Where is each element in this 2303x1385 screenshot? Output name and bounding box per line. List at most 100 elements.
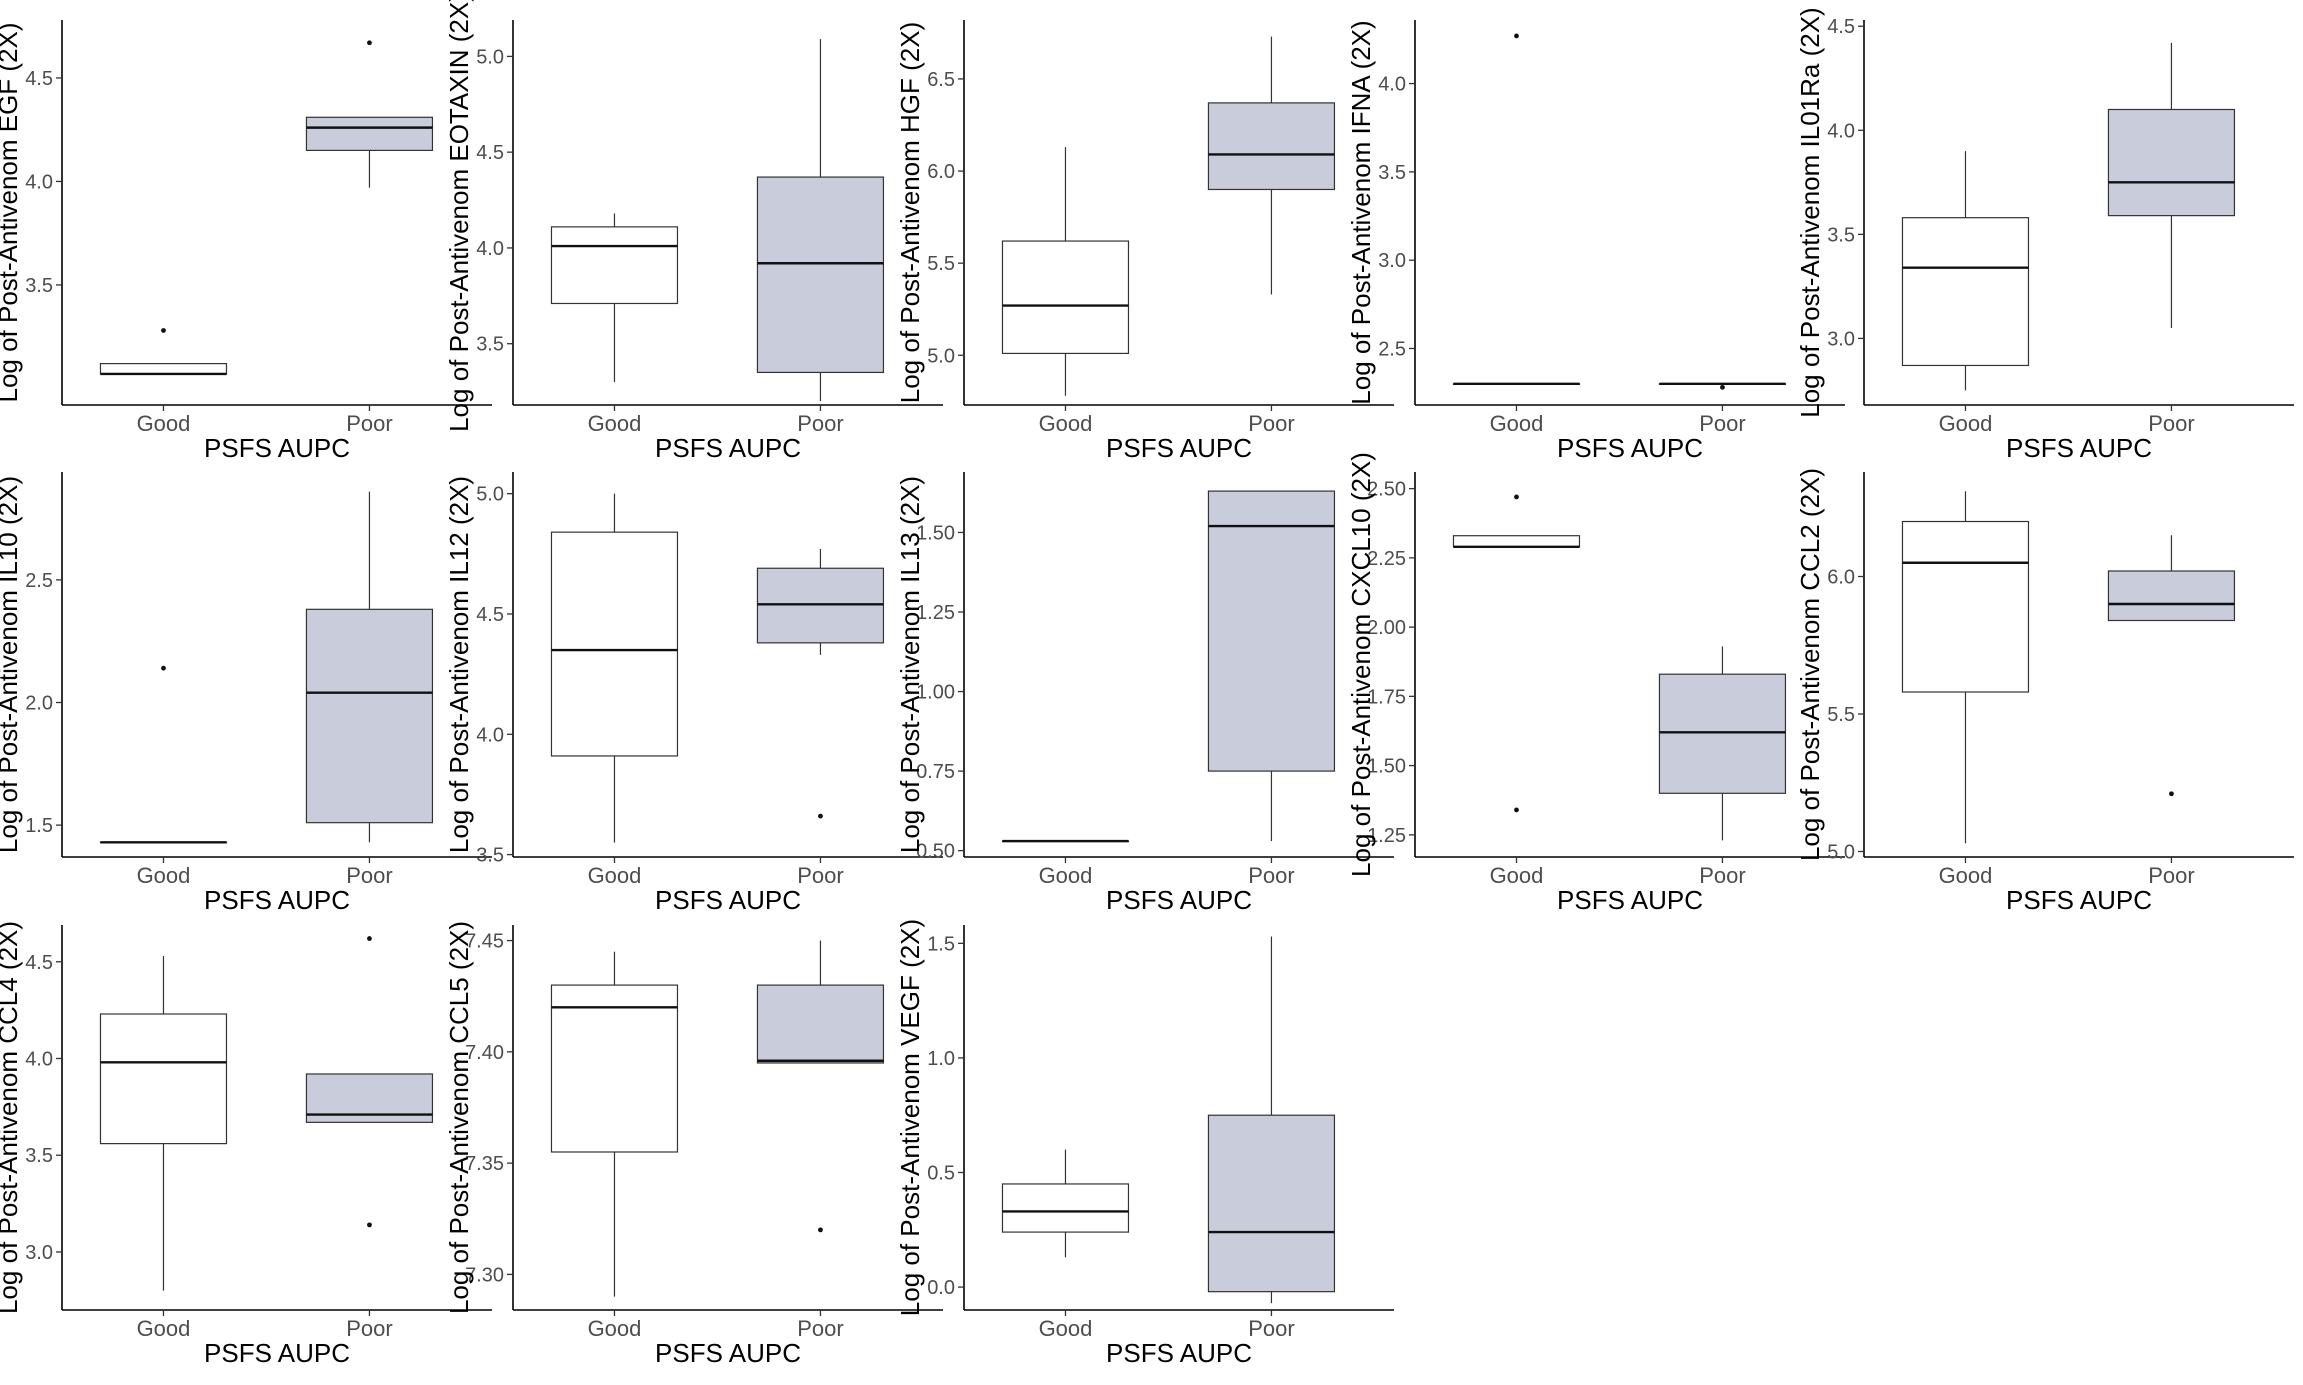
y-tick-label: 4.5 [25, 952, 53, 974]
y-tick-label: 4.0 [476, 238, 504, 260]
y-tick-label: 3.5 [25, 275, 53, 297]
y-axis-title: Log of Post-Antivenom IL01Ra (2X) [1795, 7, 1825, 417]
y-tick-label: 5.5 [927, 253, 955, 275]
y-tick-label: 1.50 [916, 522, 955, 544]
iqr-box [1001, 240, 1130, 355]
iqr-box [1207, 1114, 1336, 1293]
x-axis-title: PSFS AUPC [204, 433, 350, 463]
x-axis-title: PSFS AUPC [2006, 885, 2152, 915]
x-tick-label: Poor [346, 1316, 392, 1341]
x-axis-title: PSFS AUPC [1106, 1338, 1252, 1368]
y-axis-title: Log of Post-Antivenom EOTAXIN (2X) [444, 0, 474, 432]
outlier-point [818, 1227, 823, 1233]
iqr-box [1001, 1183, 1130, 1233]
y-tick-label: 2.25 [1367, 548, 1406, 570]
x-tick-label: Good [1039, 863, 1093, 888]
iqr-box [2107, 108, 2236, 217]
y-tick-label: 3.5 [1827, 224, 1855, 246]
iqr-box [1901, 217, 2030, 367]
y-tick-label: 4.0 [1827, 120, 1855, 142]
y-tick-label: 6.5 [927, 69, 955, 91]
outlier-point [161, 665, 166, 671]
y-tick-label: 6.0 [927, 161, 955, 183]
outlier-point [1720, 384, 1725, 390]
iqr-box [305, 608, 434, 824]
x-tick-label: Poor [1699, 863, 1745, 888]
x-axis-title: PSFS AUPC [2006, 433, 2152, 463]
y-tick-label: 3.5 [476, 845, 504, 867]
outlier-point [1514, 807, 1519, 813]
iqr-box [99, 363, 228, 375]
x-axis-title: PSFS AUPC [1557, 885, 1703, 915]
y-tick-label: 1.50 [1367, 756, 1406, 778]
y-tick-label: 2.50 [1367, 479, 1406, 501]
iqr-box [99, 1013, 228, 1145]
outlier-point [367, 936, 372, 941]
x-tick-label: Poor [797, 411, 843, 436]
x-tick-label: Good [1039, 411, 1093, 436]
y-tick-label: 4.5 [25, 68, 53, 90]
outlier-point [1514, 494, 1519, 500]
x-axis-title: PSFS AUPC [1557, 433, 1703, 463]
iqr-box [1207, 490, 1336, 772]
x-axis-title: PSFS AUPC [1106, 433, 1252, 463]
iqr-box [1452, 535, 1581, 548]
outlier-point [367, 40, 372, 46]
x-tick-label: Poor [1248, 1316, 1294, 1341]
y-tick-label: 5.0 [927, 345, 955, 367]
x-axis-title: PSFS AUPC [655, 885, 801, 915]
y-tick-label: 1.75 [1367, 686, 1406, 708]
x-axis-title: PSFS AUPC [204, 1338, 350, 1368]
x-tick-label: Good [1939, 411, 1993, 436]
y-tick-label: 5.0 [476, 46, 504, 68]
iqr-box [550, 531, 679, 757]
y-tick-label: 0.5 [927, 1163, 955, 1185]
x-tick-label: Good [588, 411, 642, 436]
iqr-box [1658, 673, 1787, 794]
x-tick-label: Poor [797, 1316, 843, 1341]
outlier-point [2169, 791, 2174, 797]
y-tick-label: 4.5 [476, 142, 504, 164]
y-tick-label: 1.25 [916, 602, 955, 624]
y-tick-label: 5.5 [1827, 704, 1855, 726]
y-tick-label: 0.75 [916, 761, 955, 783]
y-axis-title: Log of Post-Antivenom IL12 (2X) [444, 476, 474, 853]
x-axis-title: PSFS AUPC [1106, 885, 1252, 915]
y-axis-title: Log of Post-Antivenom IL13 (2X) [895, 476, 925, 853]
outlier-point [1514, 33, 1519, 39]
y-tick-label: 4.0 [25, 171, 53, 193]
outlier-point [818, 813, 823, 819]
y-tick-label: 1.25 [1367, 825, 1406, 847]
iqr-box [756, 176, 885, 374]
y-tick-label: 1.5 [927, 933, 955, 955]
iqr-box [2107, 570, 2236, 622]
x-tick-label: Poor [1248, 863, 1294, 888]
x-tick-label: Poor [346, 411, 392, 436]
x-tick-label: Good [1490, 411, 1544, 436]
y-tick-label: 1.0 [927, 1048, 955, 1070]
x-tick-label: Good [1039, 1316, 1093, 1341]
x-tick-label: Good [137, 863, 191, 888]
x-tick-label: Good [1490, 863, 1544, 888]
x-tick-label: Good [1939, 863, 1993, 888]
y-axis-title: Log of Post-Antivenom CXCL10 (2X) [1346, 452, 1376, 877]
y-tick-label: 7.30 [465, 1264, 504, 1286]
y-tick-label: 3.0 [25, 1242, 53, 1264]
iqr-box [756, 567, 885, 644]
iqr-box [756, 984, 885, 1064]
y-axis-title: Log of Post-Antivenom IFNA (2X) [1346, 20, 1376, 404]
y-tick-label: 7.40 [465, 1042, 504, 1064]
iqr-box [1901, 520, 2030, 693]
iqr-box [550, 226, 679, 305]
x-tick-label: Poor [1699, 411, 1745, 436]
x-tick-label: Poor [1248, 411, 1294, 436]
